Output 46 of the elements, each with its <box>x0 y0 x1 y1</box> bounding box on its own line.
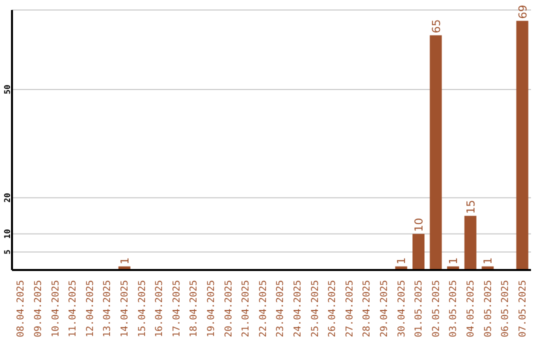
x-tick-label: 22.04.2025 <box>258 280 269 338</box>
y-tick-label: 5 <box>3 249 12 254</box>
data-label: 10 <box>412 218 426 232</box>
x-tick-label: 10.04.2025 <box>50 280 62 338</box>
x-tick-label: 08.04.2025 <box>16 280 27 338</box>
x-tick-label: 26.04.2025 <box>327 280 338 338</box>
x-tick-label: 14.04.2025 <box>119 280 130 338</box>
x-tick-label: 07.05.2025 <box>517 280 528 338</box>
x-tick-label: 17.04.2025 <box>171 280 182 338</box>
y-tick-label: 10 <box>3 228 12 239</box>
x-tick-label: 05.05.2025 <box>482 280 494 338</box>
x-tick-label: 20.04.2025 <box>223 280 234 338</box>
data-label: 1 <box>482 257 495 264</box>
x-tick-label: 21.04.2025 <box>240 280 252 338</box>
x-tick-label: 03.05.2025 <box>448 280 460 338</box>
bar <box>412 234 424 270</box>
y-tick-label: 20 <box>3 192 12 203</box>
data-label: 15 <box>464 200 478 214</box>
x-tick-label: 19.04.2025 <box>206 280 217 338</box>
x-tick-label: 01.05.2025 <box>414 280 425 338</box>
x-tick-label: 16.04.2025 <box>154 280 166 338</box>
x-tick-label: 11.04.2025 <box>68 280 79 338</box>
x-tick-label: 18.04.2025 <box>188 280 200 338</box>
x-tick-label: 23.04.2025 <box>275 280 286 338</box>
x-tick-label: 02.05.2025 <box>430 280 442 338</box>
bar <box>464 216 476 270</box>
x-tick-label: 25.04.2025 <box>310 280 321 338</box>
x-tick-label: 27.04.2025 <box>344 280 356 338</box>
y-tick-label: 50 <box>3 84 12 94</box>
bar <box>430 35 442 270</box>
data-label: 65 <box>430 19 443 34</box>
x-tick-label: 13.04.2025 <box>102 280 114 338</box>
x-tick-label: 28.04.2025 <box>362 280 373 338</box>
data-label: 1 <box>118 257 132 264</box>
data-label: 1 <box>395 257 408 264</box>
data-label: 69 <box>516 4 530 19</box>
data-label: 1 <box>447 257 460 264</box>
bar <box>516 20 528 270</box>
x-tick-label: 12.04.2025 <box>84 280 96 338</box>
x-tick-label: 15.04.2025 <box>136 280 148 338</box>
x-tick-label: 04.05.2025 <box>465 280 476 338</box>
x-tick-label: 09.04.2025 <box>32 280 44 338</box>
x-tick-label: 29.04.2025 <box>378 280 390 338</box>
x-tick-label: 06.05.2025 <box>500 280 512 338</box>
x-tick-label: 30.04.2025 <box>396 280 408 338</box>
x-tick-label: 24.04.2025 <box>292 280 304 338</box>
